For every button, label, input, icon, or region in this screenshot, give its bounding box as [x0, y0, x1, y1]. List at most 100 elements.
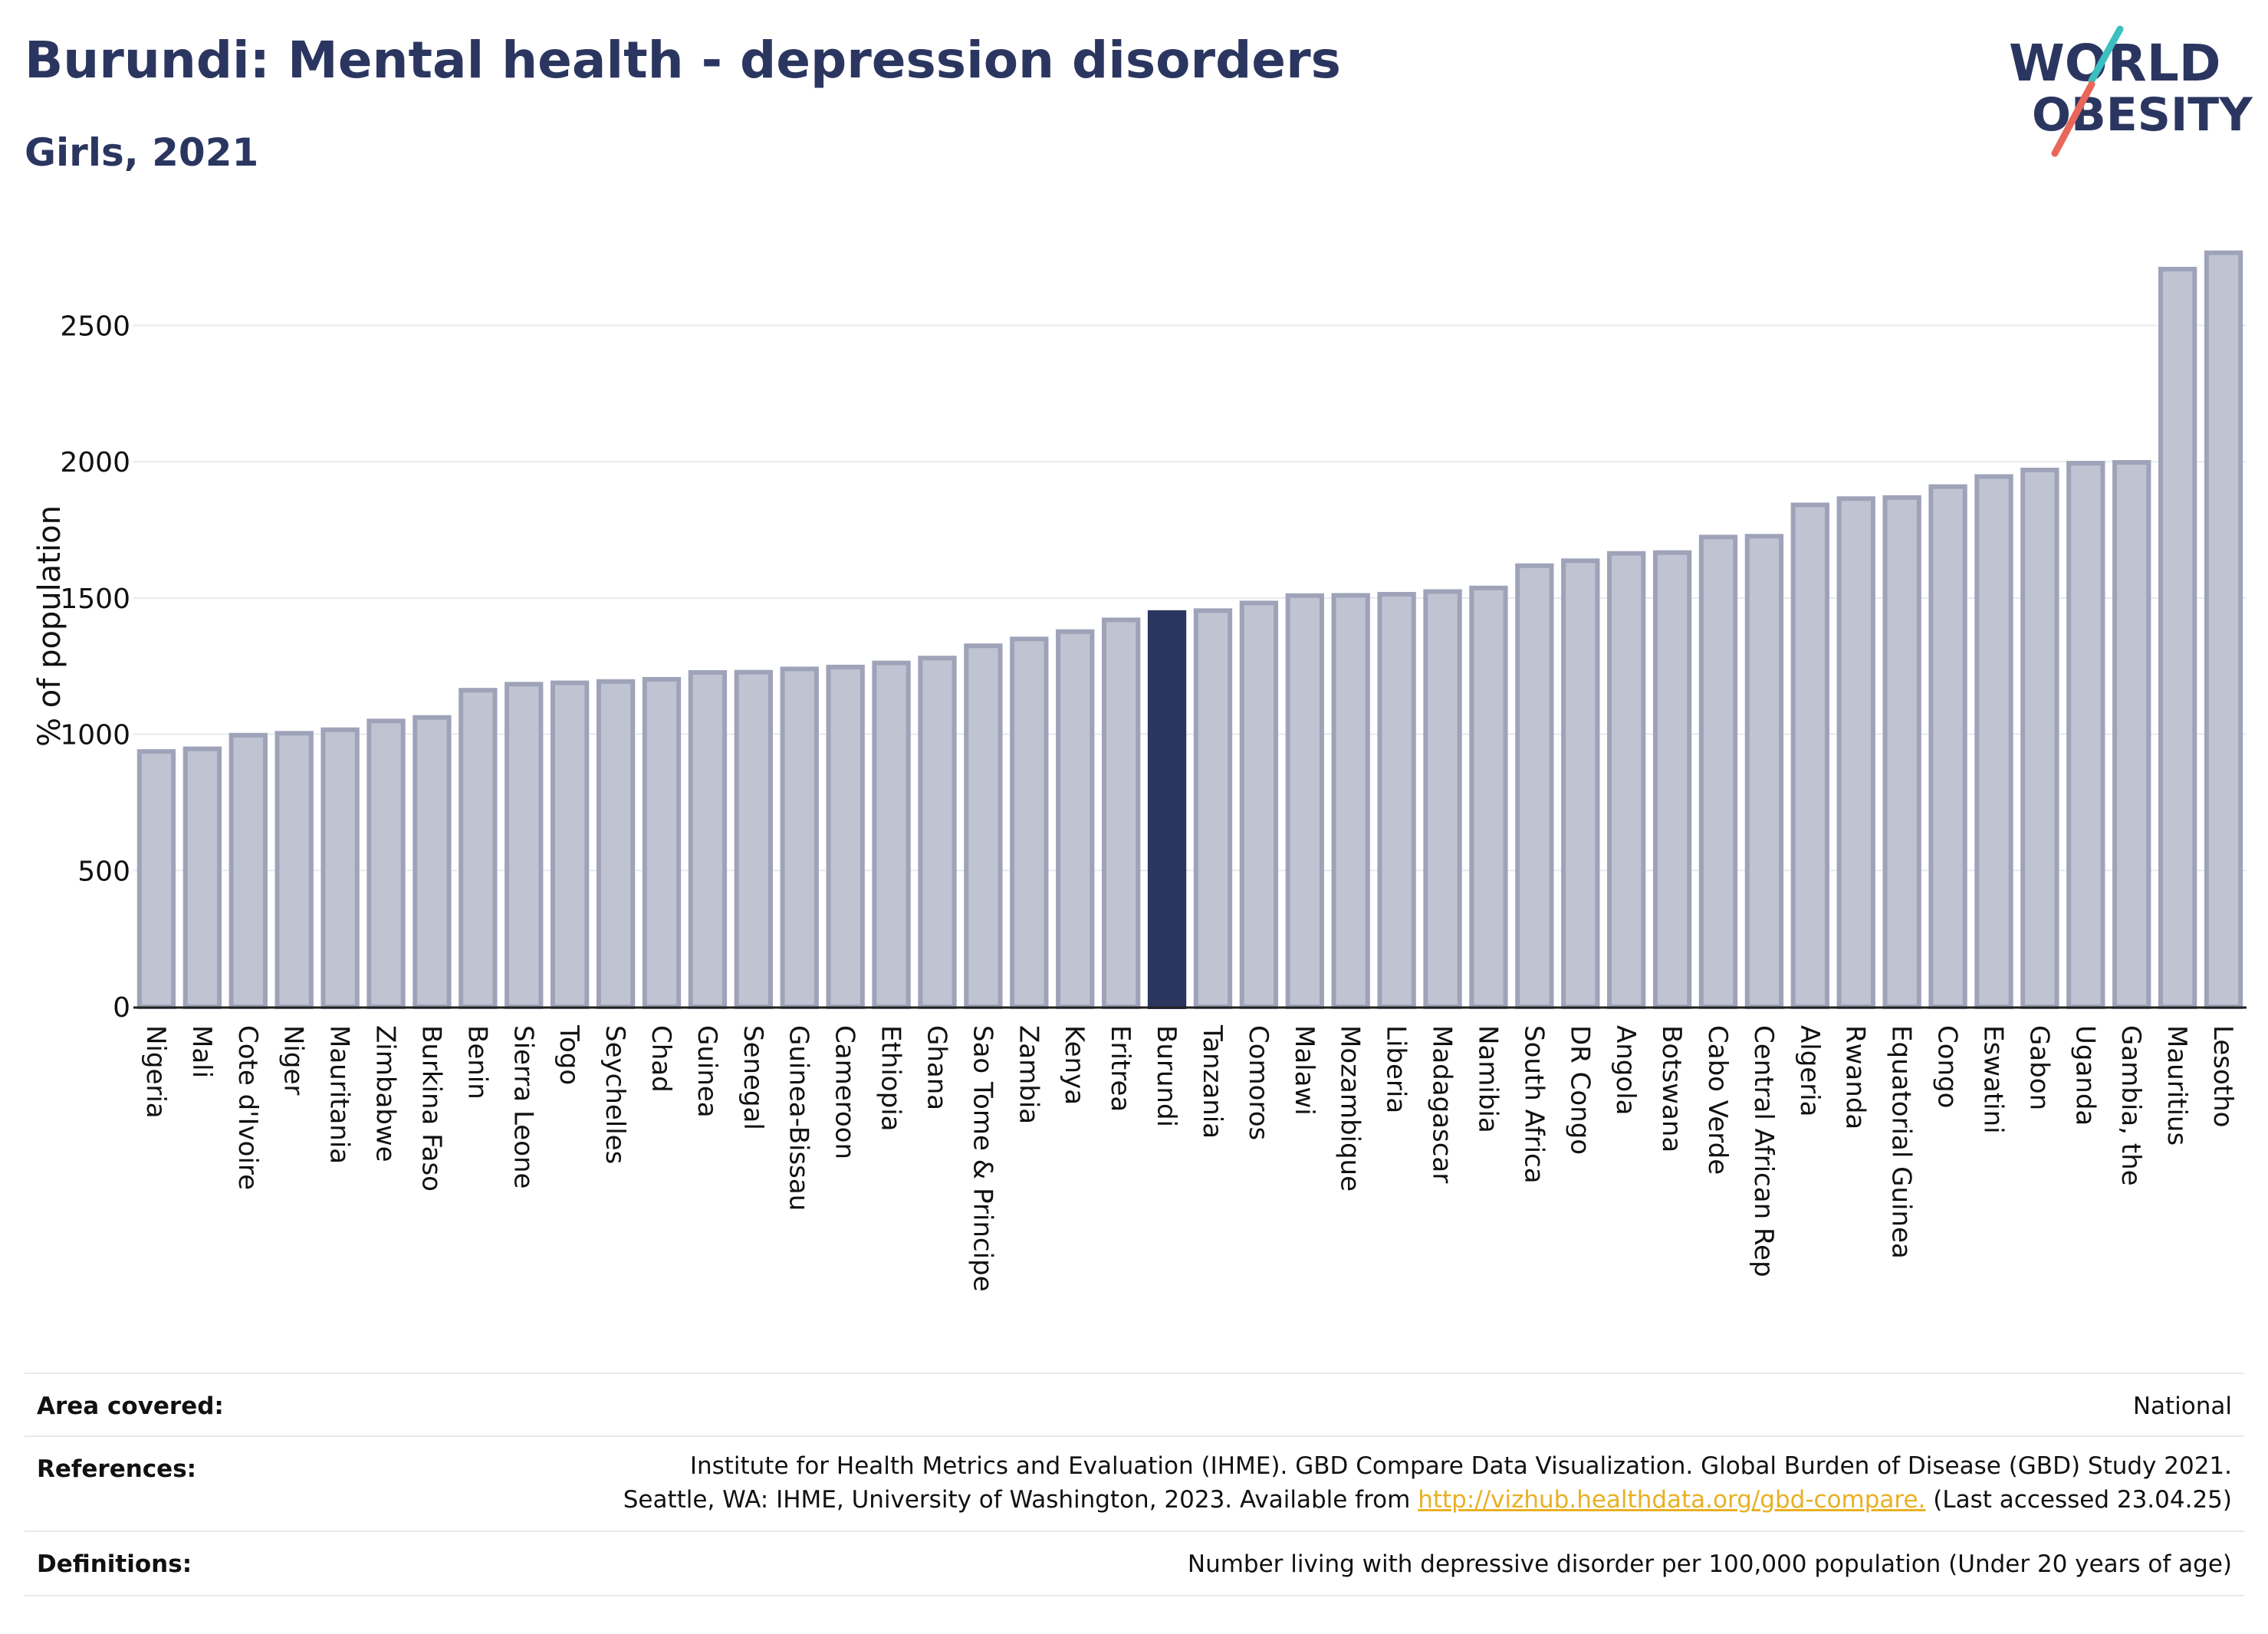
bar-comoros: [1239, 600, 1279, 1009]
bar-seychelles: [596, 679, 636, 1009]
x-tick-label: Guinea: [692, 1025, 722, 1118]
y-tick-label: 1500: [60, 584, 130, 615]
x-tick-label: Lesotho: [2207, 1025, 2238, 1127]
bar-cote-d-ivoire: [228, 732, 268, 1010]
bar-mozambique: [1331, 593, 1370, 1009]
x-tick-label: Kenya: [1059, 1025, 1090, 1105]
bar-tanzania: [1193, 608, 1233, 1009]
bar-mauritania: [320, 727, 360, 1009]
x-tick-label: Nigeria: [140, 1025, 171, 1119]
bar-ethiopia: [872, 660, 911, 1009]
logo-slash-red: [2051, 81, 2095, 157]
bar-eswatini: [1974, 474, 2013, 1009]
bar-central-african-rep: [1744, 534, 1784, 1009]
x-tick-label: Cameroon: [830, 1025, 860, 1159]
bar-gabon: [2020, 467, 2059, 1009]
x-tick-label: Madagascar: [1427, 1025, 1458, 1183]
bars: [136, 250, 2243, 1010]
x-tick-label: Algeria: [1794, 1025, 1825, 1116]
definitions-value: Number living with depressive disorder p…: [1187, 1550, 2232, 1578]
bar-zambia: [1010, 636, 1049, 1009]
bar-guinea-bissau: [780, 666, 819, 1010]
y-tick-label: 0: [113, 992, 130, 1024]
x-tick-label: Angola: [1610, 1025, 1641, 1115]
chart-subtitle: Girls, 2021: [25, 130, 259, 175]
x-tick-label: Botswana: [1656, 1025, 1687, 1152]
logo-slash-teal: [2088, 25, 2124, 84]
bar-lesotho: [2204, 250, 2243, 1009]
definitions-row: Definitions: Number living with depressi…: [25, 1530, 2244, 1596]
references-row: References: Institute for Health Metrics…: [25, 1435, 2244, 1532]
x-tick-label: Namibia: [1472, 1025, 1503, 1133]
x-tick-label: Gabon: [2023, 1025, 2054, 1110]
x-tick-label: Burkina Faso: [416, 1025, 446, 1192]
references-line2-pre: Seattle, WA: IHME, University of Washing…: [623, 1486, 1411, 1514]
bar-cameroon: [826, 664, 865, 1009]
x-tick-label: Mozambique: [1335, 1025, 1366, 1192]
x-tick-label: Eswatini: [1977, 1025, 2008, 1134]
bar-guinea: [688, 670, 728, 1009]
x-tick-label: Cabo Verde: [1702, 1025, 1733, 1175]
x-tick-label: Senegal: [738, 1025, 768, 1130]
bar-gambia-the: [2112, 459, 2151, 1009]
x-tick-label: Comoros: [1243, 1025, 1274, 1140]
x-tick-label: Gambia, the: [2115, 1025, 2146, 1186]
bar-malawi: [1285, 593, 1324, 1009]
bar-uganda: [2066, 461, 2105, 1009]
bar-benin: [459, 688, 498, 1009]
bar-eritrea: [1101, 617, 1141, 1009]
y-tick-label: 500: [77, 856, 130, 887]
bar-cabo-verde: [1698, 534, 1738, 1009]
bar-sierra-leone: [505, 682, 544, 1009]
bar-togo: [551, 680, 590, 1009]
x-tick-label: Burundi: [1151, 1025, 1182, 1127]
x-tick-label: DR Congo: [1564, 1025, 1595, 1155]
bar-nigeria: [136, 749, 176, 1009]
x-tick-label: Rwanda: [1840, 1025, 1871, 1129]
bar-madagascar: [1423, 589, 1462, 1009]
bar-senegal: [734, 669, 773, 1010]
x-tick-label: Guinea-Bissau: [784, 1025, 814, 1211]
bar-chart: 0 500 1000 1500 2000 2500 Nigeria Mali Cote d'I…: [32, 250, 2247, 1292]
bar-mali: [182, 746, 222, 1009]
x-tick-label: Chad: [646, 1025, 676, 1093]
x-tick-label: Ghana: [921, 1025, 952, 1110]
x-tick-label: Liberia: [1381, 1025, 1412, 1113]
area-covered-row: Area covered: National: [25, 1373, 2244, 1437]
bar-congo: [1928, 484, 1967, 1009]
x-tick-label: Togo: [554, 1024, 584, 1085]
x-tick-label: Ethiopia: [876, 1025, 906, 1131]
x-tick-label: Benin: [462, 1025, 492, 1100]
x-tick-label: Congo: [1932, 1025, 1963, 1108]
bar-mauritius: [2158, 266, 2197, 1010]
bar-ghana: [918, 656, 957, 1009]
x-tick-label: Equatorial Guinea: [1886, 1025, 1917, 1259]
x-tick-label: Mauritius: [2161, 1025, 2192, 1146]
y-axis-label: % of population: [32, 505, 67, 747]
bar-burundi: [1147, 610, 1187, 1009]
bar-dr-congo: [1561, 558, 1600, 1009]
references-link[interactable]: http://vizhub.healthdata.org/gbd-compare…: [1418, 1486, 1926, 1514]
x-tick-label: Cote d'Ivoire: [232, 1025, 263, 1190]
definitions-label: Definitions:: [37, 1550, 192, 1578]
references-label: References:: [37, 1455, 197, 1483]
bar-rwanda: [1836, 496, 1875, 1009]
references-value: Institute for Health Metrics and Evaluat…: [623, 1449, 2232, 1517]
references-line2-post: (Last accessed 23.04.25): [1933, 1486, 2232, 1514]
x-tick-label: Uganda: [2069, 1025, 2100, 1126]
x-tick-label: Niger: [278, 1025, 309, 1095]
references-line1: Institute for Health Metrics and Evaluat…: [689, 1452, 2232, 1480]
bar-angola: [1607, 551, 1646, 1009]
x-tick-label: Malawi: [1289, 1025, 1320, 1116]
bar-namibia: [1469, 585, 1508, 1009]
area-covered-label: Area covered:: [37, 1392, 224, 1420]
x-tick-label: Sao Tome & Principe: [967, 1025, 998, 1292]
x-tick-labels: Nigeria Mali Cote d'Ivoire Niger Mauritania Z…: [140, 1024, 2238, 1292]
bar-botswana: [1652, 550, 1692, 1009]
bar-kenya: [1056, 629, 1095, 1009]
x-tick-label: Seychelles: [600, 1025, 630, 1164]
bar-burkina-faso: [413, 715, 452, 1010]
bar-algeria: [1790, 502, 1829, 1009]
y-tick-label: 2500: [60, 311, 130, 342]
bar-zimbabwe: [366, 718, 406, 1009]
